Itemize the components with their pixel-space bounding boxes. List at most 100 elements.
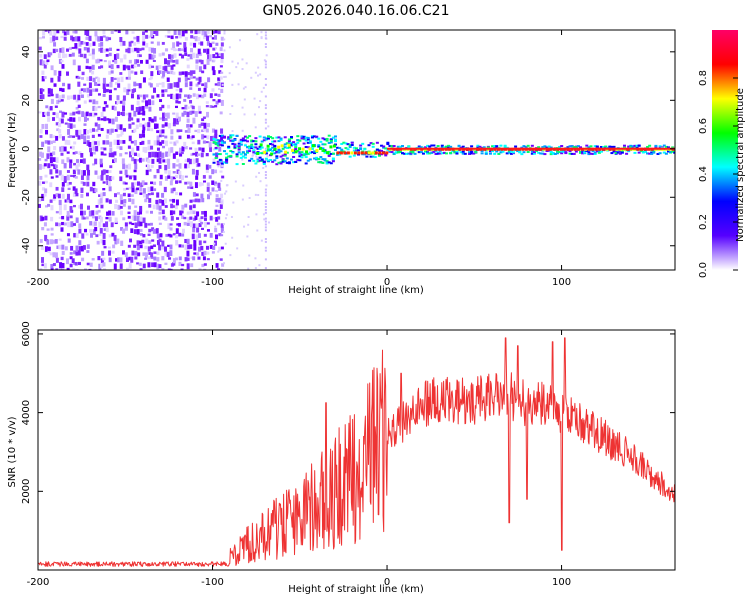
spectrogram-noise-cell <box>82 210 86 215</box>
spectrogram-noise-cell <box>108 170 112 173</box>
spectrogram-noise-cell <box>44 123 48 129</box>
spectrogram-noise-cell <box>159 117 163 120</box>
spectrogram-noise-cell <box>88 99 92 103</box>
spectrogram-noise-cell <box>105 36 109 42</box>
spectrogram-noise-cell <box>265 54 268 57</box>
spectrogram-signal-cell <box>340 150 344 153</box>
spectrogram-signal-cell <box>344 142 348 145</box>
spectrogram-noise-cell <box>88 53 92 56</box>
spectrogram-noise-cell <box>192 117 196 124</box>
spectrogram-noise-cell <box>190 48 194 53</box>
spectrogram-noise-cell <box>131 198 135 205</box>
spectrogram-noise-cell <box>260 239 263 242</box>
spectrogram-noise-cell <box>184 94 188 98</box>
spectrogram-signal-cell <box>614 150 618 153</box>
spectrogram-noise-cell <box>220 268 224 270</box>
spectrogram-signal-cell <box>287 138 291 141</box>
spectrogram-noise-cell <box>156 41 160 46</box>
spectrogram-noise-cell <box>262 213 265 216</box>
spectrogram-noise-cell <box>212 47 216 51</box>
spectrogram-signal-cell <box>331 160 335 163</box>
spectrogram-noise-cell <box>161 41 165 45</box>
spectrogram-signal-cell <box>409 150 413 153</box>
spectrogram-noise-cell <box>87 169 91 176</box>
spectrogram-signal-cell <box>283 143 287 146</box>
spectrogram-noise-cell <box>201 94 205 99</box>
spectrogram-noise-cell <box>203 268 207 270</box>
spectrogram-noise-cell <box>172 176 176 180</box>
spectrogram-noise-cell <box>39 129 43 134</box>
spectrogram-noise-cell <box>69 215 73 219</box>
spectrogram-noise-cell <box>244 86 247 89</box>
spectrogram-signal-cell <box>237 148 241 151</box>
spectrogram-signal-cell <box>243 135 247 138</box>
spectrogram-signal-cell <box>503 146 507 149</box>
spectrogram-noise-cell <box>131 151 135 156</box>
spectrogram-noise-cell <box>184 30 188 34</box>
spectrogram-noise-cell <box>198 267 202 270</box>
spectrogram-noise-cell <box>94 170 98 175</box>
spectrogram-noise-cell <box>209 93 213 99</box>
spectrogram-streak-cell <box>264 194 267 197</box>
spectrogram-noise-cell <box>82 88 86 93</box>
spectrogram-noise-cell <box>131 147 135 153</box>
spectrogram-signal-cell <box>629 146 633 149</box>
spectrogram-signal-cell <box>432 144 436 147</box>
spectrogram-noise-cell <box>188 95 192 98</box>
spectrogram-noise-cell <box>170 176 174 181</box>
spectrogram-noise-cell <box>66 198 70 203</box>
spectrogram-noise-cell <box>150 186 154 192</box>
spectrogram-noise-cell <box>161 268 165 270</box>
spectrogram-noise-cell <box>172 171 176 174</box>
spectrogram-noise-cell <box>220 71 224 74</box>
spectrogram-noise-cell <box>218 54 221 57</box>
spectrogram-noise-cell <box>39 215 43 222</box>
spectrogram-noise-cell <box>67 238 71 243</box>
spectrogram-noise-cell <box>127 89 131 92</box>
spectrogram-noise-cell <box>128 123 132 129</box>
spectrogram-signal-cell <box>482 146 486 149</box>
spectrogram-signal-cell <box>591 152 595 155</box>
spectrogram-signal-cell <box>419 151 423 154</box>
spectrogram-noise-cell <box>161 76 165 79</box>
spectrogram-signal-cell <box>470 145 474 148</box>
spectrogram-noise-cell <box>192 204 196 209</box>
spectrogram-noise-cell <box>75 99 79 103</box>
spectrogram-noise-cell <box>89 76 93 82</box>
spectrogram-noise-cell <box>164 262 168 265</box>
spectrogram-noise-cell <box>133 128 137 133</box>
spectrogram-noise-cell <box>259 73 262 76</box>
spectrogram-signal-cell <box>537 146 541 149</box>
spectrogram-noise-cell <box>134 59 138 65</box>
spectrogram-signal-cell <box>354 147 358 150</box>
spectrogram-signal-cell <box>631 145 635 148</box>
spectrogram-noise-cell <box>220 99 224 106</box>
spectrogram-signal-cell <box>361 142 365 145</box>
spectrogram-noise-cell <box>58 199 62 206</box>
spectrogram-noise-cell <box>116 238 120 244</box>
spectrogram-noise-cell <box>108 71 112 75</box>
spectrogram-signal-cell <box>254 162 258 165</box>
spectrogram-noise-cell <box>100 151 104 156</box>
spectrogram-signal-cell <box>252 146 256 149</box>
spectrogram-noise-cell <box>167 223 171 230</box>
spectrogram-signal-cell <box>369 152 373 155</box>
spectrogram-noise-cell <box>63 36 67 41</box>
spectrogram-noise-cell <box>116 64 120 69</box>
spectrogram-noise-cell <box>256 229 259 232</box>
spectrogram-noise-cell <box>262 166 265 169</box>
spectrogram-noise-cell <box>61 250 65 255</box>
spectrogram-noise-cell <box>128 151 132 158</box>
spectrogram-noise-cell <box>165 151 169 157</box>
spectrogram-noise-cell <box>39 53 43 58</box>
spectrogram-noise-cell <box>98 66 102 69</box>
spectrogram-signal-cell <box>216 163 220 166</box>
spectrogram-noise-cell <box>197 246 201 252</box>
spectrogram-signal-cell <box>273 144 277 147</box>
spectrogram-noise-cell <box>94 31 98 37</box>
spectrogram-noise-cell <box>86 175 90 181</box>
spectrogram-noise-cell <box>144 147 148 153</box>
spectrogram-streak-cell <box>264 258 267 261</box>
spectrogram-noise-cell <box>158 151 162 158</box>
spectrogram-noise-cell <box>169 234 173 238</box>
